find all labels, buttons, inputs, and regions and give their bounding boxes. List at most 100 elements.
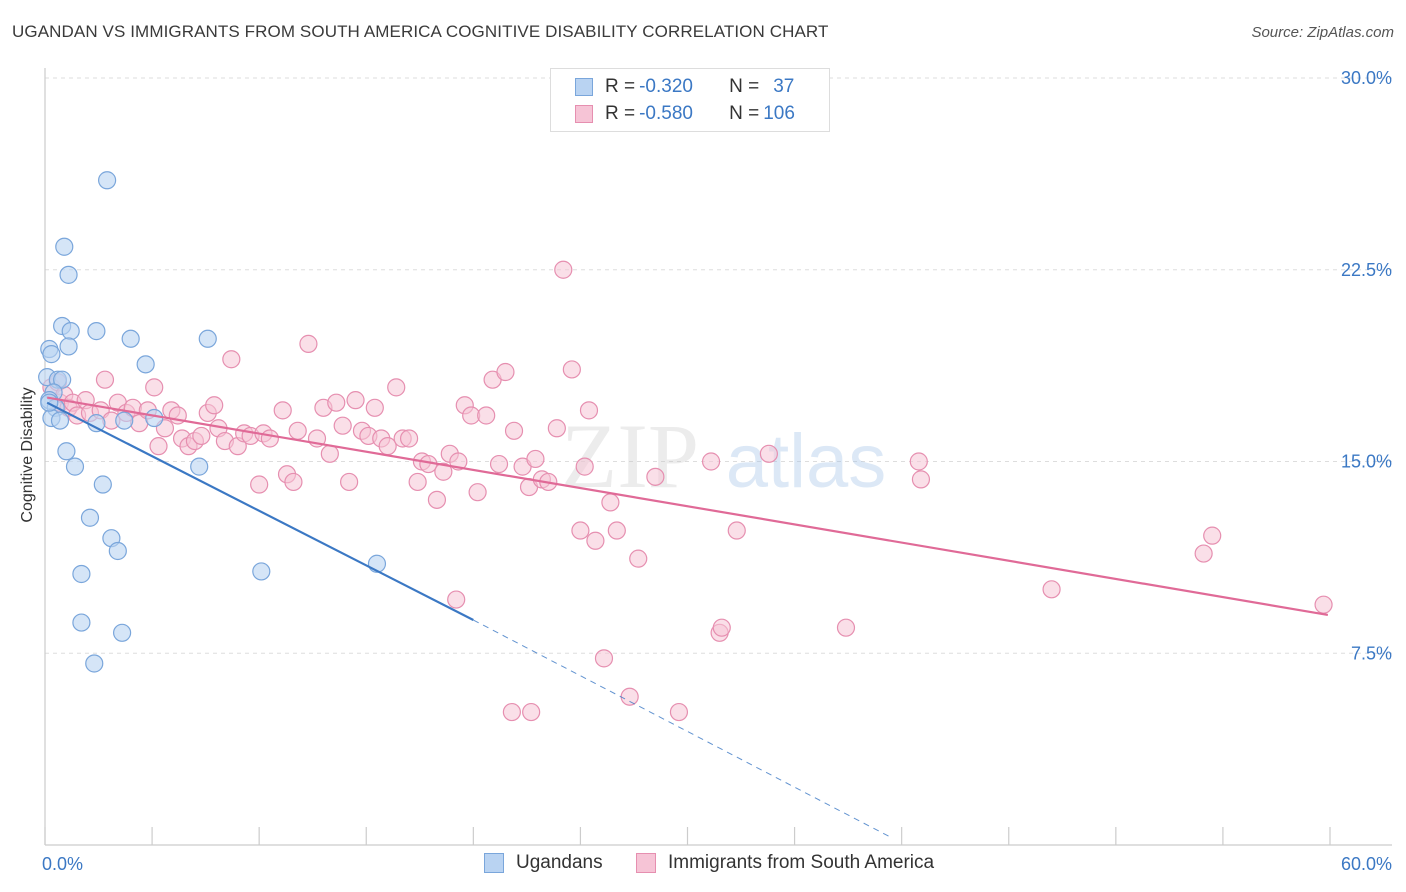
data-point-immigrants (447, 590, 466, 609)
legend-n-label: N = (729, 76, 760, 97)
data-point-ugandans (55, 237, 74, 256)
data-point-immigrants (320, 444, 339, 463)
source-label: Source: ZipAtlas.com (1251, 24, 1394, 41)
data-point-ugandans (190, 457, 209, 476)
data-point-immigrants (594, 649, 614, 668)
legend-n-value: 37 (773, 76, 795, 97)
data-point-immigrants (522, 702, 541, 722)
data-point-ugandans (53, 370, 72, 389)
chart-title: UGANDAN VS IMMIGRANTS FROM SOUTH AMERICA… (12, 22, 829, 41)
data-point-ugandans (42, 345, 61, 364)
legend-swatch-pink (636, 853, 656, 873)
data-point-immigrants (378, 437, 397, 456)
data-point-ugandans (85, 654, 104, 673)
data-point-immigrants (273, 401, 292, 420)
data-point-immigrants (504, 421, 524, 440)
data-point-immigrants (489, 454, 509, 474)
data-point-immigrants (477, 406, 496, 425)
data-point-ugandans (72, 564, 91, 584)
x-tick-labels: 0.0% 60.0% (42, 854, 1392, 874)
legend-r-label: R = (605, 103, 636, 124)
y-tick-labels: 7.5% 15.0% 22.5% 30.0% (1341, 68, 1392, 663)
data-point-immigrants (149, 437, 168, 456)
data-point-ugandans (57, 442, 76, 461)
y-tick-label: 30.0% (1341, 68, 1392, 88)
data-point-immigrants (836, 618, 856, 637)
legend-label-immigrants: Immigrants from South America (668, 852, 935, 873)
trend-lines (46, 396, 1329, 838)
series-legend: Ugandans Immigrants from South America (0, 850, 1406, 878)
data-point-immigrants (496, 362, 515, 382)
data-point-immigrants (434, 462, 453, 481)
data-point-ugandans (87, 322, 106, 341)
watermark: ZIP atlas (561, 405, 886, 507)
data-point-immigrants (909, 452, 928, 471)
data-point-ugandans (59, 265, 78, 284)
data-point-ugandans (65, 457, 85, 476)
data-point-immigrants (145, 378, 164, 397)
legend-item-immigrants: Immigrants from South America (636, 852, 934, 874)
data-point-immigrants (712, 618, 731, 637)
legend-swatch-pink (575, 105, 593, 123)
legend-n-value: 106 (763, 103, 795, 124)
data-point-ugandans (80, 508, 100, 527)
data-point-ugandans (136, 355, 155, 374)
data-point-ugandans (108, 541, 127, 561)
series-ugandans-points (38, 171, 387, 673)
data-point-immigrants (620, 687, 639, 706)
data-point-ugandans (93, 475, 112, 494)
data-point-ugandans (61, 322, 80, 341)
data-point-ugandans (72, 613, 91, 632)
data-point-immigrants (95, 370, 115, 389)
y-tick-label: 15.0% (1341, 452, 1392, 472)
data-point-ugandans (87, 414, 106, 433)
data-point-immigrants (250, 475, 269, 494)
data-point-immigrants (586, 531, 605, 550)
data-point-immigrants (260, 429, 279, 448)
watermark-atlas: atlas (726, 419, 887, 504)
data-point-immigrants (607, 521, 626, 540)
data-point-immigrants (284, 472, 303, 492)
trend-line-ugandans (46, 401, 474, 621)
data-point-ugandans (98, 171, 117, 190)
data-point-immigrants (340, 472, 359, 492)
data-point-immigrants (327, 393, 346, 412)
legend-row-immigrants: R = -0.580 N = 106 (575, 102, 795, 126)
data-point-immigrants (288, 421, 307, 440)
data-point-immigrants (629, 549, 648, 568)
data-point-immigrants (571, 521, 590, 540)
data-point-immigrants (911, 470, 931, 489)
legend-row-ugandans: R = -0.320 N = 37 (575, 75, 794, 99)
data-point-immigrants (701, 452, 721, 471)
data-point-immigrants (562, 360, 581, 379)
data-point-ugandans (198, 329, 217, 348)
gridlines (45, 77, 1392, 654)
data-point-ugandans (145, 408, 164, 428)
watermark-zip: ZIP (561, 405, 699, 507)
data-point-immigrants (526, 449, 545, 469)
data-point-immigrants (1314, 595, 1333, 614)
data-point-immigrants (387, 378, 406, 397)
legend-n-label: N = (729, 103, 760, 124)
trend-line-ugandans-extension (473, 619, 892, 838)
data-point-immigrants (727, 521, 746, 540)
data-point-immigrants (399, 429, 419, 448)
data-point-ugandans (50, 411, 70, 430)
trend-line-immigrants (46, 396, 1329, 616)
data-point-ugandans (121, 329, 140, 348)
data-point-immigrants (502, 702, 521, 722)
data-point-immigrants (192, 426, 211, 446)
data-point-ugandans (115, 411, 134, 430)
data-point-immigrants (601, 493, 620, 512)
y-tick-label: 7.5% (1351, 643, 1392, 663)
x-tick-label: 60.0% (1341, 854, 1392, 874)
stats-legend: R = -0.320 N = 37 R = -0.580 N = 106 (550, 68, 830, 132)
data-point-immigrants (408, 472, 427, 492)
data-point-immigrants (333, 416, 352, 435)
data-point-immigrants (759, 444, 778, 463)
data-point-ugandans (59, 337, 78, 356)
data-point-immigrants (365, 398, 384, 417)
data-point-immigrants (222, 350, 241, 369)
y-tick-label: 22.5% (1341, 260, 1392, 280)
